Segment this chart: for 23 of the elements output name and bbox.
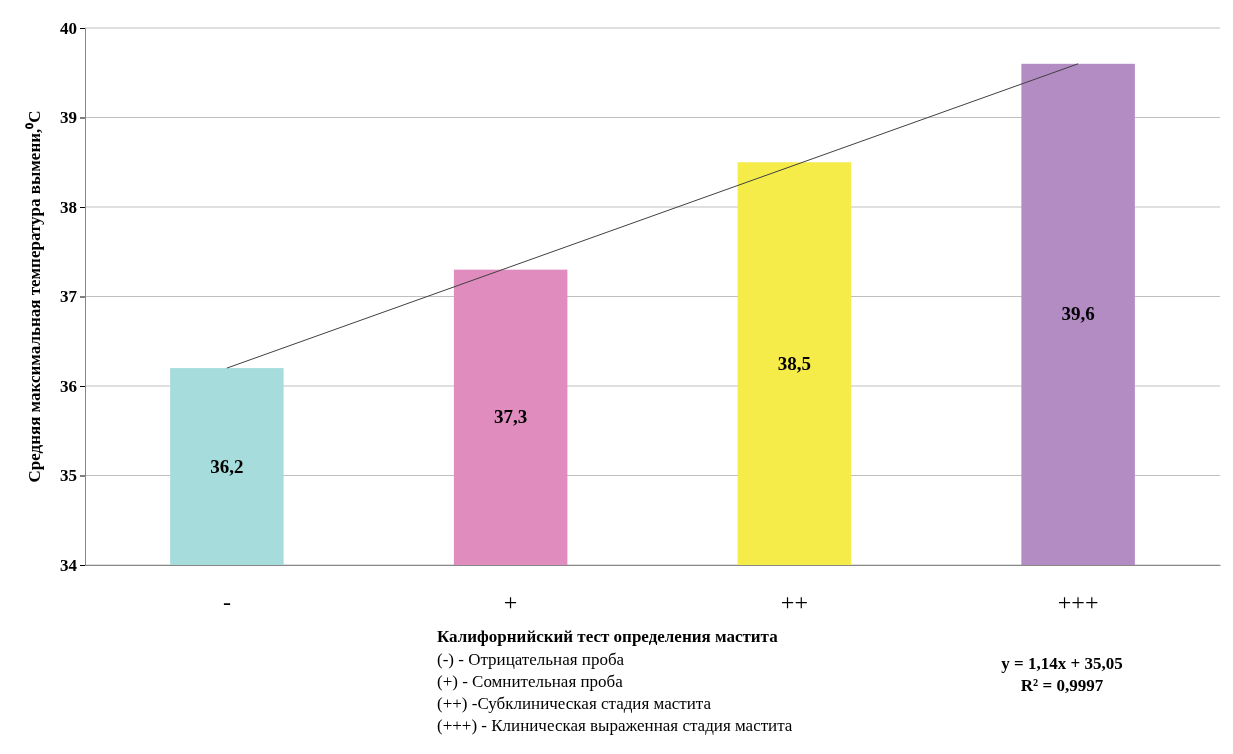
x-tick-label: -: [222, 589, 231, 616]
y-tick-label: 37: [60, 287, 78, 307]
text: (++) -Субклиническая стадия мастита: [437, 694, 712, 713]
text: y = 1,14x + 35,05: [1001, 654, 1123, 673]
x-tick-label: ++: [780, 589, 808, 616]
text: (+++) - Клиническая выраженная стадия мастита: [437, 716, 793, 735]
y-tick-label: 35: [60, 466, 77, 486]
x-tick-label: +: [503, 589, 518, 616]
y-tick-label: 39: [60, 108, 77, 128]
data-label: 36,2: [210, 455, 244, 477]
data-label: 37,3: [494, 406, 528, 428]
y-tick-label: 40: [60, 18, 77, 38]
text: (-) - Отрицательная проба: [437, 650, 625, 669]
y-tick-label: 36: [60, 376, 77, 396]
data-label: 38,5: [777, 352, 811, 374]
y-axis-title: Средняя максимальная температура вымени,⁰C: [25, 110, 44, 483]
data-label: 39,6: [1061, 303, 1095, 325]
text: R² = 0,9997: [1020, 676, 1104, 695]
text: (+) - Сомнительная проба: [437, 672, 624, 691]
x-tick-label: +++: [1057, 589, 1099, 616]
y-tick-label: 38: [60, 197, 77, 217]
y-tick-label: 34: [60, 555, 78, 575]
x-axis-title: Калифорнийский тест определения мастита: [437, 627, 779, 646]
